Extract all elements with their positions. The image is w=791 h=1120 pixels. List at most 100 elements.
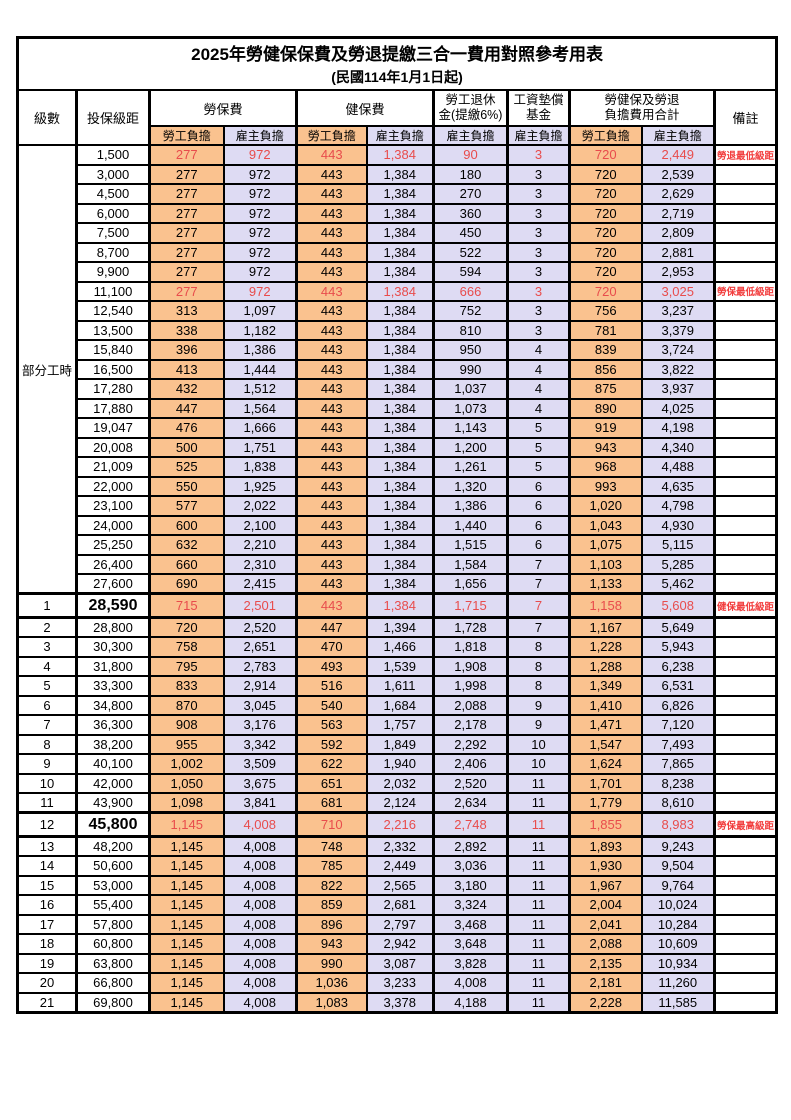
cell-total-employer: 9,243 xyxy=(640,835,716,857)
cell-health-employer: 2,942 xyxy=(365,933,435,955)
cell-health-employer: 1,384 xyxy=(365,319,435,341)
cell-remark xyxy=(712,792,778,814)
cell-total-employer: 4,340 xyxy=(640,436,716,458)
cell-labor-employee: 500 xyxy=(148,436,225,458)
cell-level: 12 xyxy=(16,811,78,838)
cell-level: 8 xyxy=(16,733,78,755)
cell-remark xyxy=(712,952,778,974)
table-title-cell: 2025年勞健保保費及勞退提繳三合一費用對照參考用表 (民國114年1月1日起) xyxy=(16,36,778,91)
cell-labor-employee: 432 xyxy=(148,378,225,400)
cell-health-employee: 896 xyxy=(295,913,368,935)
table-row: 8 38,200 955 3,342 592 1,849 2,292 10 1,547 7,493 xyxy=(16,733,778,755)
cell-health-employee: 681 xyxy=(295,792,368,814)
cell-labor-employer: 1,182 xyxy=(222,319,298,341)
cell-total-employer: 9,764 xyxy=(640,874,716,896)
cell-remark xyxy=(712,933,778,955)
cell-health-employer: 1,384 xyxy=(365,514,435,536)
cell-bracket: 57,800 xyxy=(75,913,151,935)
table-row: 21,009 525 1,838 443 1,384 1,261 5 968 4,488 xyxy=(18,456,778,478)
cell-total-employer: 6,826 xyxy=(640,694,716,716)
cell-pension-employer: 950 xyxy=(432,339,509,361)
cell-health-employer: 3,087 xyxy=(365,952,435,974)
cell-total-employee: 943 xyxy=(568,436,643,458)
cell-health-employer: 1,384 xyxy=(365,397,435,419)
cell-total-employee: 856 xyxy=(568,358,643,380)
cell-total-employee: 1,075 xyxy=(568,534,643,556)
cell-total-employee: 968 xyxy=(568,456,643,478)
cell-total-employer: 11,585 xyxy=(640,991,716,1013)
cell-total-employer: 2,449 xyxy=(640,144,716,166)
cell-total-employer: 7,865 xyxy=(640,753,716,775)
cell-health-employer: 1,384 xyxy=(365,378,435,400)
cell-bracket: 21,009 xyxy=(75,456,151,478)
cell-pension-employer: 3,324 xyxy=(432,894,509,916)
table-row: 23,100 577 2,022 443 1,384 1,386 6 1,020 4,798 xyxy=(18,495,778,517)
cell-bracket: 45,800 xyxy=(75,811,151,838)
cell-total-employer: 2,719 xyxy=(640,202,716,224)
table-row: 18 60,800 1,145 4,008 943 2,942 3,648 11 2,088 10… xyxy=(16,933,778,955)
subheader-total-employee: 勞工負擔 xyxy=(568,125,643,146)
cell-remark xyxy=(712,261,778,283)
cell-labor-employer: 2,210 xyxy=(222,534,298,556)
table-row: 10 42,000 1,050 3,675 651 2,032 2,520 11 1,701 8,… xyxy=(16,772,778,794)
cell-bracket: 55,400 xyxy=(75,894,151,916)
cell-wage-fund-employer: 7 xyxy=(506,616,571,638)
cell-labor-employee: 277 xyxy=(148,144,225,166)
cell-labor-employee: 600 xyxy=(148,514,225,536)
cell-health-employee: 443 xyxy=(295,319,368,341)
cell-health-employee: 443 xyxy=(295,397,368,419)
table-row: 12 45,800 1,145 4,008 710 2,216 2,748 11 1,855 8,… xyxy=(16,811,778,838)
cell-health-employer: 1,384 xyxy=(365,553,435,575)
cell-labor-employee: 277 xyxy=(148,202,225,224)
table-row: 9,900 277 972 443 1,384 594 3 720 2,953 xyxy=(18,261,778,283)
cell-health-employee: 443 xyxy=(295,300,368,322)
cell-wage-fund-employer: 7 xyxy=(506,592,571,619)
cell-pension-employer: 1,998 xyxy=(432,675,509,697)
cell-health-employer: 1,384 xyxy=(365,222,435,244)
cell-health-employee: 1,036 xyxy=(295,972,368,994)
cell-health-employee: 443 xyxy=(295,417,368,439)
table-row: 14 50,600 1,145 4,008 785 2,449 3,036 11 1,930 9,… xyxy=(16,855,778,877)
cell-labor-employee: 1,145 xyxy=(148,972,225,994)
cell-labor-employer: 1,751 xyxy=(222,436,298,458)
cell-remark xyxy=(712,222,778,244)
pension-header-line2: 金(提繳6%) xyxy=(438,108,503,122)
cell-total-employer: 7,120 xyxy=(640,714,716,736)
cell-health-employer: 1,384 xyxy=(365,163,435,185)
cell-total-employee: 1,930 xyxy=(568,855,643,877)
cell-bracket: 13,500 xyxy=(75,319,151,341)
cell-total-employer: 5,285 xyxy=(640,553,716,575)
cell-pension-employer: 1,515 xyxy=(432,534,509,556)
cell-labor-employee: 1,145 xyxy=(148,855,225,877)
cell-wage-fund-employer: 4 xyxy=(506,358,571,380)
cell-wage-fund-employer: 7 xyxy=(506,573,571,595)
cell-health-employer: 1,384 xyxy=(365,573,435,595)
cell-health-employer: 1,384 xyxy=(365,339,435,361)
cell-total-employee: 1,167 xyxy=(568,616,643,638)
cell-pension-employer: 810 xyxy=(432,319,509,341)
cell-bracket: 53,000 xyxy=(75,874,151,896)
cell-wage-fund-employer: 5 xyxy=(506,436,571,458)
cell-health-employer: 2,216 xyxy=(365,811,435,838)
cell-wage-fund-employer: 3 xyxy=(506,319,571,341)
cell-health-employee: 443 xyxy=(295,378,368,400)
cell-wage-fund-employer: 6 xyxy=(506,495,571,517)
cell-labor-employer: 4,008 xyxy=(222,894,298,916)
cell-wage-fund-employer: 11 xyxy=(506,933,571,955)
cell-health-employee: 443 xyxy=(295,358,368,380)
cell-remark xyxy=(712,241,778,263)
cell-health-employer: 1,384 xyxy=(365,436,435,458)
cell-remark xyxy=(712,339,778,361)
table-row: 部分工時 1,500 277 972 443 1,384 90 3 720 2,449 勞退最低級距 xyxy=(16,144,778,595)
table-row: 3,000 277 972 443 1,384 180 3 720 2,539 xyxy=(18,163,778,185)
cell-level: 17 xyxy=(16,913,78,935)
cell-total-employer: 8,238 xyxy=(640,772,716,794)
cell-wage-fund-employer: 8 xyxy=(506,636,571,658)
cell-labor-employer: 1,097 xyxy=(222,300,298,322)
cell-level: 7 xyxy=(16,714,78,736)
cell-bracket: 12,540 xyxy=(75,300,151,322)
cell-labor-employer: 1,666 xyxy=(222,417,298,439)
cell-pension-employer: 1,908 xyxy=(432,655,509,677)
cell-remark xyxy=(712,514,778,536)
cell-labor-employee: 1,002 xyxy=(148,753,225,775)
